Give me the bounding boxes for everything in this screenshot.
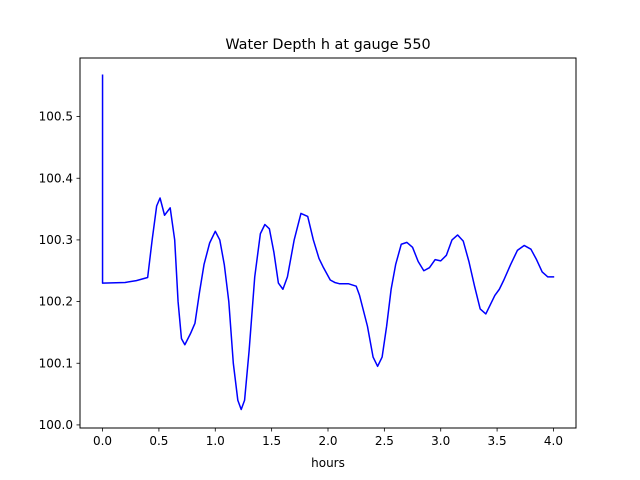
y-tick-label: 100.3	[39, 233, 73, 247]
y-tick-label: 100.5	[39, 110, 73, 124]
x-axis: 0.0 0.5 1.0 1.5 2.0 2.5 3.0 3.5 4.0	[93, 428, 563, 448]
x-tick-label: 3.0	[431, 434, 450, 448]
y-tick-label: 100.1	[39, 356, 73, 370]
x-tick-label: 0.0	[93, 434, 112, 448]
x-tick-label: 2.0	[318, 434, 337, 448]
y-tick-label: 100.2	[39, 295, 73, 309]
y-tick-label: 100.4	[39, 171, 73, 185]
x-tick-label: 4.0	[544, 434, 563, 448]
y-tick-label: 100.0	[39, 418, 73, 432]
plot-area	[101, 74, 555, 411]
x-tick-label: 1.0	[206, 434, 225, 448]
series-line-0	[101, 74, 555, 411]
x-tick-label: 1.5	[262, 434, 281, 448]
x-axis-label: hours	[311, 456, 345, 470]
x-tick-label: 2.5	[375, 434, 394, 448]
y-axis: 100.0 100.1 100.2 100.3 100.4 100.5	[39, 110, 80, 432]
chart-title: Water Depth h at gauge 550	[225, 37, 430, 53]
x-tick-label: 0.5	[149, 434, 168, 448]
x-tick-label: 3.5	[488, 434, 507, 448]
